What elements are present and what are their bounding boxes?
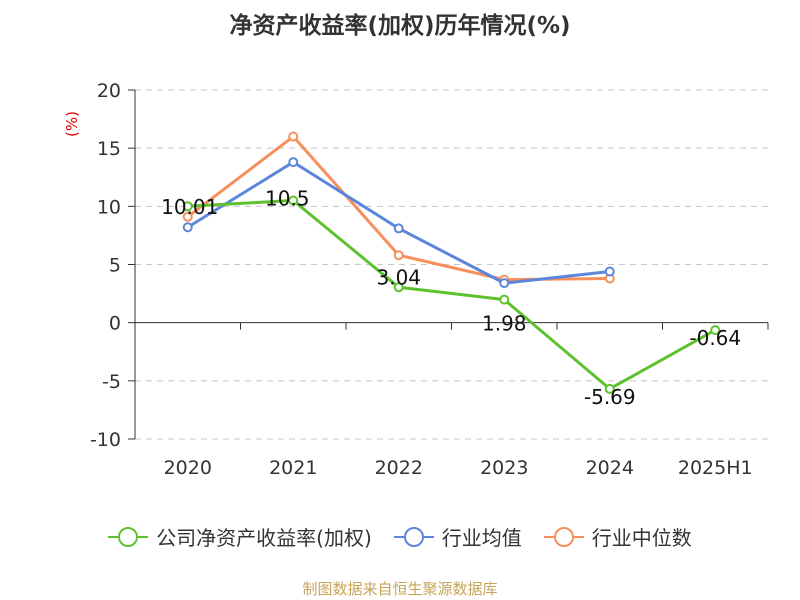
data-label: 3.04 xyxy=(376,265,421,289)
data-point-0 xyxy=(499,294,510,305)
series-line-0 xyxy=(187,199,716,391)
chart-legend: 公司净资产收益率(加权) 行业均值 行业中位数 xyxy=(0,522,800,551)
data-point-1 xyxy=(393,223,404,234)
legend-item-industry-mean[interactable]: 行业均值 xyxy=(393,522,522,551)
x-tick-label: 2022 xyxy=(375,457,423,479)
x-tick-label: 2020 xyxy=(164,457,212,479)
data-label: 10.5 xyxy=(265,187,310,211)
data-point-2 xyxy=(182,211,193,222)
data-point-0 xyxy=(393,282,404,293)
line-chart: -10 -5 0 5 10 15 20 (%) 2020 2021 2022 2023 2024 2025… xyxy=(63,80,769,479)
data-source-note: 制图数据来自恒生聚源数据库 xyxy=(302,580,498,598)
legend-marker-industry-mean-icon xyxy=(393,526,434,547)
legend-label-company: 公司净资产收益率(加权) xyxy=(156,526,372,550)
y-tick-label: 15 xyxy=(97,138,121,160)
y-tick-label: 10 xyxy=(97,196,121,218)
data-point-1 xyxy=(499,278,510,289)
legend-item-company[interactable]: 公司净资产收益率(加权) xyxy=(108,522,372,551)
y-tick-label: -10 xyxy=(90,429,121,451)
y-tick-label: -5 xyxy=(102,371,121,393)
data-point-1 xyxy=(288,157,299,168)
data-label: 1.98 xyxy=(482,312,527,336)
data-point-1 xyxy=(182,222,193,233)
legend-label-industry-median: 行业中位数 xyxy=(591,526,692,550)
x-tick-label: 2024 xyxy=(586,457,634,479)
legend-item-industry-median[interactable]: 行业中位数 xyxy=(543,522,692,551)
data-point-1 xyxy=(604,266,615,277)
x-tick-label: 2023 xyxy=(480,457,528,479)
data-label: -5.69 xyxy=(584,385,636,409)
data-label: -0.64 xyxy=(689,326,741,350)
y-axis-label: (%) xyxy=(63,111,81,137)
data-point-2 xyxy=(288,131,299,142)
data-label: 10.01 xyxy=(161,195,218,219)
data-point-0 xyxy=(182,201,193,212)
x-tick-label: 2021 xyxy=(269,457,317,479)
chart-title: 净资产收益率(加权)历年情况(%) xyxy=(229,13,571,39)
data-point-0 xyxy=(288,195,299,206)
x-tick-label: 2025H1 xyxy=(678,457,753,479)
legend-label-industry-mean: 行业均值 xyxy=(441,526,522,550)
y-tick-label: 5 xyxy=(109,255,121,277)
legend-marker-company-icon xyxy=(108,526,149,547)
y-tick-label: 20 xyxy=(97,80,121,102)
data-point-0 xyxy=(710,325,721,336)
legend-marker-industry-median-icon xyxy=(543,526,584,547)
data-point-0 xyxy=(604,383,615,394)
y-tick-label: 0 xyxy=(109,313,121,335)
data-point-2 xyxy=(393,250,404,261)
